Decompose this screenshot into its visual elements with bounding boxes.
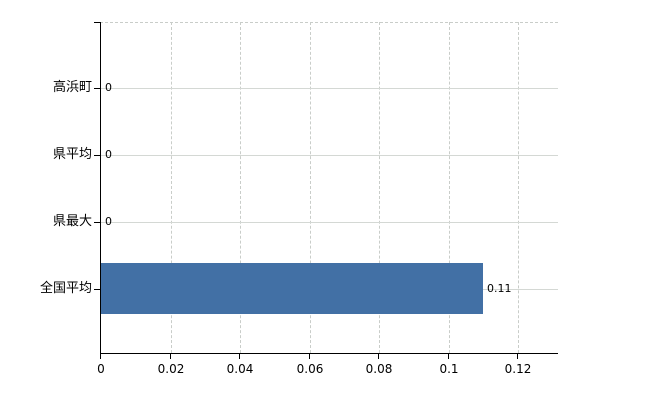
y-axis-tick <box>94 88 100 89</box>
category-label: 県平均 <box>52 147 92 162</box>
value-label: 0 <box>105 148 112 161</box>
v-gridline <box>518 22 519 353</box>
h-gridline <box>101 155 558 156</box>
h-gridline <box>101 222 558 223</box>
bar <box>101 263 483 314</box>
x-tick-label: 0.12 <box>504 362 532 376</box>
y-axis-tick <box>94 22 100 23</box>
v-gridline <box>310 22 311 353</box>
v-gridline <box>449 22 450 353</box>
x-axis-tick <box>239 354 240 359</box>
y-axis-tick <box>94 155 100 156</box>
y-axis-line <box>100 22 101 354</box>
x-tick-label: 0.02 <box>157 362 185 376</box>
x-tick-label: 0 <box>97 362 105 376</box>
v-gridline <box>240 22 241 353</box>
x-axis-tick <box>100 354 101 359</box>
x-axis-tick <box>517 354 518 359</box>
v-gridline <box>171 22 172 353</box>
x-tick-label: 0.06 <box>296 362 324 376</box>
plot-top-border <box>100 22 558 23</box>
x-axis-tick <box>378 354 379 359</box>
x-tick-label: 0.08 <box>365 362 393 376</box>
value-label: 0 <box>105 215 112 228</box>
value-label: 0.11 <box>487 282 512 295</box>
x-tick-label: 0.04 <box>226 362 254 376</box>
x-axis-line <box>100 353 558 354</box>
category-label: 県最大 <box>52 214 92 229</box>
x-axis-tick <box>170 354 171 359</box>
x-axis-tick <box>448 354 449 359</box>
y-axis-tick <box>94 289 100 290</box>
h-gridline <box>101 88 558 89</box>
x-tick-label: 0.1 <box>439 362 459 376</box>
x-axis-tick <box>309 354 310 359</box>
category-label: 高浜町 <box>52 80 92 95</box>
y-axis-tick <box>94 222 100 223</box>
category-label: 全国平均 <box>39 281 92 296</box>
value-label: 0 <box>105 81 112 94</box>
v-gridline <box>379 22 380 353</box>
